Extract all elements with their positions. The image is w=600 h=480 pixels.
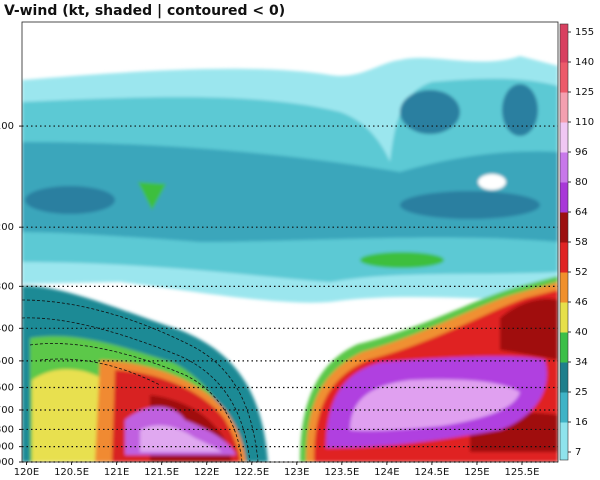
colorbar-label: 40	[575, 327, 588, 338]
colorbar-label: 34	[575, 357, 588, 368]
colorbar-band	[560, 422, 568, 453]
colorbar-label: 96	[575, 147, 588, 158]
colorbar-band	[560, 302, 568, 333]
colorbar-band	[560, 182, 568, 213]
x-tick-label: 123.5E	[324, 467, 359, 478]
colorbar-band	[560, 32, 568, 63]
colorbar-label: 125	[575, 87, 594, 98]
colorbar-label: 52	[575, 267, 588, 278]
colorbar-label: 80	[575, 177, 588, 188]
y-tick-label: 1000	[0, 457, 14, 468]
colorbar-band	[560, 62, 568, 93]
y-tick-label: 800	[0, 424, 14, 435]
colorbar-end	[560, 452, 568, 460]
colorbar-band	[560, 362, 568, 393]
colorbar-label: 7	[575, 447, 581, 458]
y-tick-label: 200	[0, 222, 14, 233]
colorbar-end	[560, 24, 568, 32]
x-tick-label: 125E	[464, 467, 489, 478]
colorbar-band	[560, 242, 568, 273]
y-tick-label: 100	[0, 121, 14, 132]
colorbar-label: 64	[575, 207, 588, 218]
x-tick-label: 121E	[104, 467, 129, 478]
colorbar-label: 155	[575, 27, 594, 38]
colorbar-label: 110	[575, 117, 594, 128]
colorbar-label: 25	[575, 387, 588, 398]
x-tick-label: 122.5E	[234, 467, 269, 478]
colorbar-band	[560, 92, 568, 123]
colorbar-label: 16	[575, 417, 588, 428]
colorbar-label: 140	[575, 57, 594, 68]
plot-frame	[21, 21, 559, 463]
y-tick-label: 300	[0, 281, 14, 292]
y-tick-label: 900	[0, 442, 14, 453]
shaded-field	[22, 56, 558, 462]
y-tick-label: 600	[0, 382, 14, 393]
y-tick-label: 700	[0, 405, 14, 416]
x-tick-label: 120.5E	[54, 467, 89, 478]
chart-title: V-wind (kt, shaded | contoured < 0)	[4, 3, 285, 19]
colorbar-band	[560, 392, 568, 423]
x-tick-label: 123E	[284, 467, 309, 478]
colorbar-label: 58	[575, 237, 588, 248]
colorbar-band	[560, 122, 568, 153]
colorbar-band	[560, 212, 568, 243]
x-tick-label: 122E	[194, 467, 219, 478]
colorbar-band	[560, 332, 568, 363]
y-tick-label: 400	[0, 323, 14, 334]
x-tick-label: 121.5E	[144, 467, 179, 478]
colorbar-band	[560, 272, 568, 303]
colorbar-label: 46	[575, 297, 588, 308]
x-tick-label: 120E	[14, 467, 39, 478]
x-tick-label: 125.5E	[504, 467, 539, 478]
x-tick-label: 124.5E	[414, 467, 449, 478]
y-tick-label: 500	[0, 356, 14, 367]
colorbar-band	[560, 152, 568, 183]
x-tick-label: 124E	[374, 467, 399, 478]
